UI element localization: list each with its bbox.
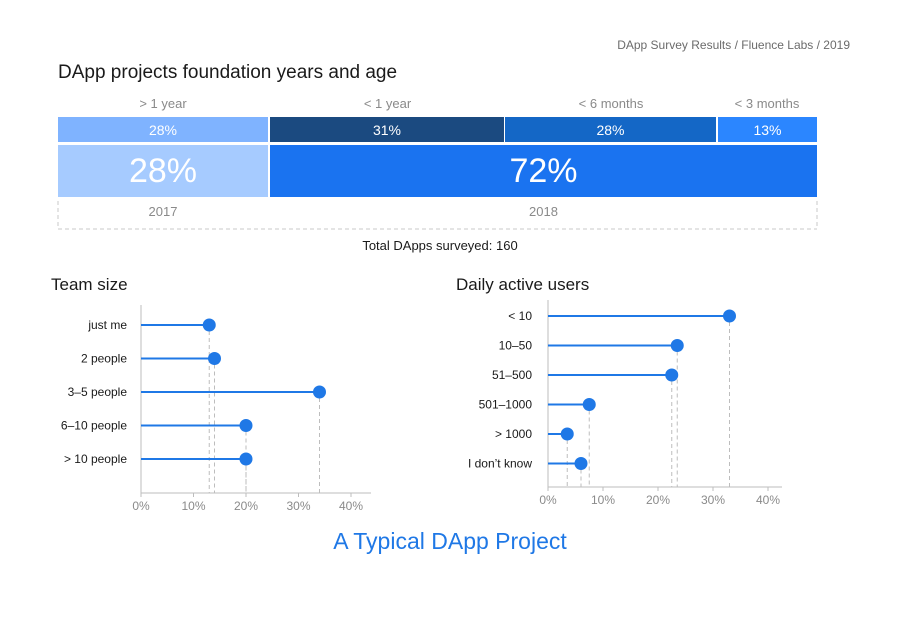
dau-tick-label: 40% [756,493,780,507]
dau-category-label: 10–50 [499,339,533,353]
dau-dot [560,427,574,441]
team-size-tick-label: 20% [234,499,258,513]
period-label-lt3months: < 3 months [734,96,800,111]
team-size-tick-label: 10% [181,499,205,513]
year-label-2018: 2018 [529,204,558,219]
dau-dot [665,368,679,382]
dau-tick-label: 20% [646,493,670,507]
dau-tick-label: 0% [539,493,557,507]
dau-tick-label: 30% [701,493,725,507]
team-size-tick-label: 30% [286,499,310,513]
dau-category-label: < 10 [508,309,532,323]
team-size-title: Team size [51,275,128,294]
segment-lt6months: 28% [505,117,716,142]
footer-title: A Typical DApp Project [333,528,567,554]
dau-dot [574,457,588,470]
dau-tick-label: 10% [591,493,615,507]
team-size-category-label: 6–10 people [61,419,127,433]
team-size-dot [239,419,253,432]
team-size-dot [239,452,253,466]
team-size-tick-label: 40% [339,499,363,513]
foundation-chart-title: DApp projects foundation years and age [58,62,398,83]
dau-category-label: 51–500 [492,368,532,382]
dau-title: Daily active users [456,275,590,294]
team-size-tick-label: 0% [132,499,150,513]
dau-category-label: I don’t know [468,457,532,471]
segment-lt3months: 13% [718,117,817,142]
period-label-lt6months: < 6 months [578,96,644,111]
segment-gt1year: 28% [58,117,268,142]
dau-category-label: 501–1000 [479,398,533,412]
team-size-category-label: 3–5 people [68,385,128,399]
dau-category-label: > 1000 [495,427,532,441]
period-label-gt1year: > 1 year [139,96,187,111]
team-size-category-label: just me [87,318,127,332]
team-size-category-label: 2 people [81,352,127,366]
group-2018-bar: 72% [270,145,817,197]
segment-lt1year: 31% [270,117,504,142]
team-size-category-label: > 10 people [64,452,127,466]
dau-dot [670,339,684,352]
group-2017-bar: 28% [58,145,268,197]
source-caption: DApp Survey Results / Fluence Labs / 201… [617,38,850,52]
total-surveyed: Total DApps surveyed: 160 [362,238,518,253]
year-label-2017: 2017 [148,204,178,219]
dau-dot [582,398,596,411]
period-label-lt1year: < 1 year [363,96,412,111]
team-size-dot [202,318,216,332]
team-size-dot [208,352,221,365]
dau-dot [723,309,736,323]
team-size-dot [313,385,326,399]
